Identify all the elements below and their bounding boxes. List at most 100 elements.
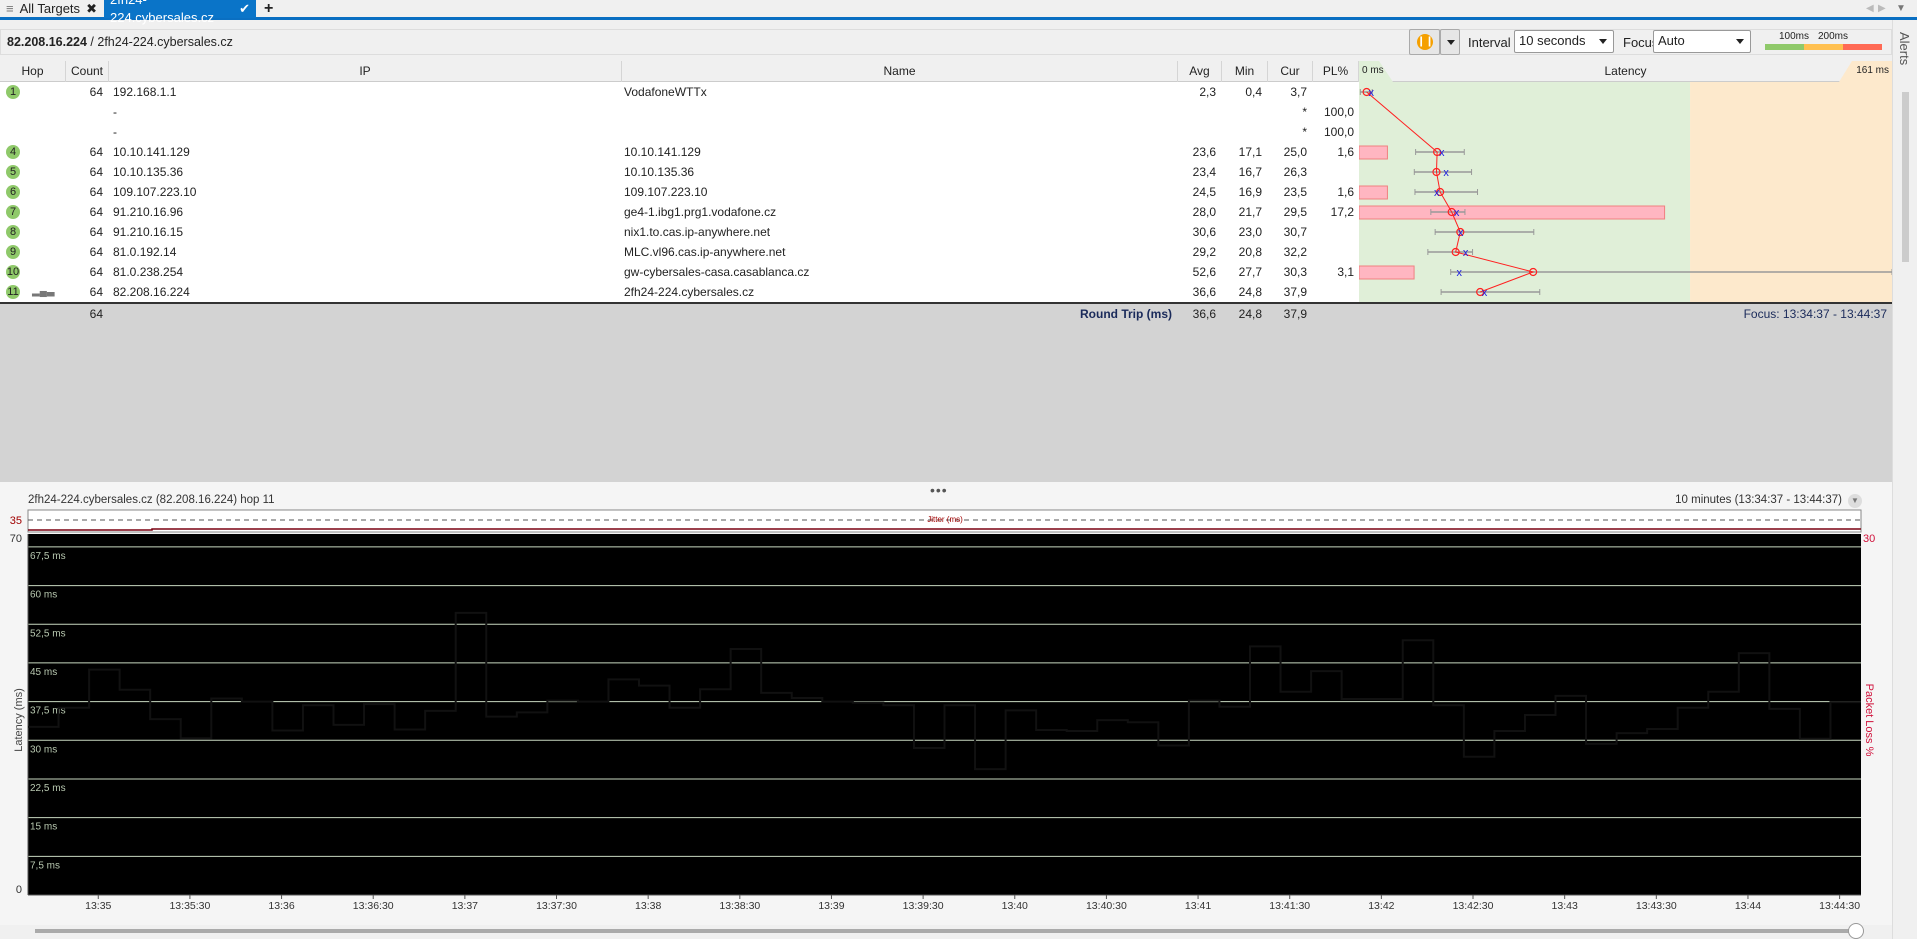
cell-cur: 26,3 — [1283, 165, 1307, 179]
bar-chart-icon[interactable]: ▂▄▃ — [32, 286, 55, 297]
cell-pl — [1313, 222, 1354, 242]
table-row[interactable]: 5 64 10.10.135.36 10.10.135.36 23,4 16,7 26,3 — [0, 162, 1359, 182]
column-min[interactable]: Min — [1222, 61, 1268, 82]
alerts-tab[interactable]: Alerts — [1897, 32, 1912, 66]
close-icon[interactable]: ✖ — [86, 1, 97, 16]
tab-label: All Targets — [19, 1, 81, 16]
hop-badge: 9 — [6, 245, 20, 259]
x-tick-label: 13:37:30 — [536, 900, 577, 912]
column-ip[interactable]: IP — [109, 61, 622, 82]
focus-select[interactable]: Auto — [1653, 30, 1751, 53]
cell-avg: 2,3 — [1199, 85, 1216, 99]
pause-options-dropdown[interactable] — [1440, 29, 1460, 55]
packet-loss-bar — [1359, 205, 1666, 220]
y2-axis-title: Packet Loss % — [1863, 684, 1875, 757]
tab-scroll-right-icon[interactable]: ▶ — [1878, 3, 1886, 14]
tab-all-targets[interactable]: ≡ All Targets ✖ — [0, 0, 103, 18]
y-tick-label: 60 ms — [30, 590, 57, 601]
cell-ip: 109.107.223.10 — [113, 185, 197, 199]
x-tick-label: 13:41:30 — [1269, 900, 1310, 912]
cell-avg: 36,6 — [1192, 285, 1216, 299]
cell-count: 64 — [89, 85, 103, 99]
x-tick-label: 13:41 — [1185, 900, 1211, 912]
x-tick-label: 13:43 — [1552, 900, 1578, 912]
table-row[interactable]: 1 64 192.168.1.1 VodafoneWTTx 2,3 0,4 3,7 — [0, 82, 1359, 102]
y-tick-label: 15 ms — [30, 822, 57, 833]
cell-min: 20,8 — [1238, 245, 1262, 259]
y-max-label: 70 — [10, 533, 22, 545]
hops-table: 1 64 192.168.1.1 VodafoneWTTx 2,3 0,4 3,7- * 100… — [0, 82, 1359, 302]
table-row[interactable]: - * 100,0 — [0, 102, 1359, 122]
x-tick-label: 13:40:30 — [1086, 900, 1127, 912]
splitter-handle[interactable]: ••• — [930, 482, 948, 498]
cell-avg: 23,6 — [1192, 145, 1216, 159]
table-row[interactable]: 11 ▂▄▃ 64 82.208.16.224 2fh24-224.cybersales… — [0, 282, 1359, 302]
cell-name — [624, 102, 1174, 122]
range-dropdown-icon[interactable]: ▼ — [1848, 494, 1862, 508]
time-scrollbar[interactable] — [35, 929, 1855, 933]
column-count[interactable]: Count — [66, 61, 109, 82]
cell-count: 64 — [89, 285, 103, 299]
rt-min: 24,8 — [1238, 307, 1262, 321]
x-tick-label: 13:44:30 — [1819, 900, 1860, 912]
column-avg[interactable]: Avg — [1178, 61, 1222, 82]
time-scrollbar-thumb[interactable] — [1848, 923, 1864, 939]
x-tick-label: 13:40 — [1002, 900, 1028, 912]
menu-icon[interactable]: ≡ — [6, 1, 14, 16]
table-row[interactable]: 7 64 91.210.16.96 ge4-1.ibg1.prg1.vodafone.… — [0, 202, 1359, 222]
table-row[interactable]: - * 100,0 — [0, 122, 1359, 142]
avg-marker — [1362, 87, 1371, 97]
cell-ip: - — [113, 125, 117, 139]
cell-min — [1222, 102, 1262, 122]
jitter-line — [28, 528, 1861, 531]
table-row[interactable]: 8 64 91.210.16.15 nix1.to.cas.ip-anywhere.n… — [0, 222, 1359, 242]
column-cur[interactable]: Cur — [1268, 61, 1313, 82]
latency-min-label: 0 ms — [1362, 65, 1384, 76]
cell-ip: - — [113, 105, 117, 119]
cell-min: 16,9 — [1238, 185, 1262, 199]
jitter-label: Jitter (ms) — [927, 515, 963, 524]
tab-scroll-left-icon[interactable]: ◀ — [1866, 3, 1874, 14]
latency-step-line — [28, 611, 1861, 771]
add-tab-button[interactable]: + — [264, 0, 274, 17]
tab-target[interactable]: 2fh24-224.cybersales.cz ✔ — [104, 0, 256, 25]
target-header: 82.208.16.224 / 2fh24-224.cybersales.cz … — [0, 29, 1892, 55]
column-hop[interactable]: Hop — [0, 61, 66, 82]
focus-range: Focus: 13:34:37 - 13:44:37 — [1743, 307, 1887, 321]
cell-avg: 24,5 — [1192, 185, 1216, 199]
cell-avg: 30,6 — [1192, 225, 1216, 239]
column-latency[interactable]: 0 ms Latency 161 ms — [1359, 61, 1892, 82]
hop-badge: 7 — [6, 205, 20, 219]
cell-cur: 37,9 — [1283, 285, 1307, 299]
pause-button[interactable]: ❙❙ — [1409, 29, 1440, 55]
separator: / — [86, 35, 98, 49]
interval-select[interactable]: 10 seconds — [1514, 30, 1614, 53]
scale-100-label: 100ms — [1779, 31, 1810, 42]
cell-min: 16,7 — [1238, 165, 1262, 179]
check-icon: ✔ — [239, 1, 250, 16]
cell-avg: 52,6 — [1192, 265, 1216, 279]
alerts-scrollbar[interactable] — [1902, 92, 1909, 262]
cell-ip: 10.10.135.36 — [113, 165, 184, 179]
cell-name: VodafoneWTTx — [624, 85, 707, 99]
y-tick-label: 7,5 ms — [30, 860, 60, 871]
cell-min: 17,1 — [1238, 145, 1262, 159]
chevron-down-icon — [1736, 39, 1744, 44]
x-tick-label: 13:39:30 — [903, 900, 944, 912]
table-row[interactable]: 6 64 109.107.223.10 109.107.223.10 24,5 16,9 2… — [0, 182, 1359, 202]
alerts-sidebar[interactable]: Alerts — [1892, 20, 1917, 939]
column-pl[interactable]: PL% — [1313, 61, 1359, 82]
tab-list-icon[interactable]: ▼ — [1896, 3, 1906, 14]
x-tick-label: 13:38:30 — [719, 900, 760, 912]
table-row[interactable]: 10 64 81.0.238.254 gw-cybersales-casa.casab… — [0, 262, 1359, 282]
cell-ip: 91.210.16.15 — [113, 225, 184, 239]
cell-name: 10.10.135.36 — [624, 165, 695, 179]
x-tick-label: 13:38 — [635, 900, 661, 912]
table-row[interactable]: 9 64 81.0.192.14 MLC.vl96.cas.ip-anywhere.n… — [0, 242, 1359, 262]
cell-pl — [1313, 162, 1354, 182]
table-row[interactable]: 4 64 10.10.141.129 10.10.141.129 23,6 17,1 25,… — [0, 142, 1359, 162]
column-name[interactable]: Name — [622, 61, 1178, 82]
tab-label: 2fh24-224.cybersales.cz — [110, 0, 215, 25]
hop-badge: 8 — [6, 225, 20, 239]
